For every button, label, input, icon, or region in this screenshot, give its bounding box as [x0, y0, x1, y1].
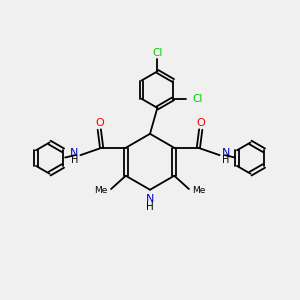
- Text: Me: Me: [193, 186, 206, 195]
- Text: O: O: [196, 118, 205, 128]
- Text: Me: Me: [94, 186, 107, 195]
- Text: N: N: [70, 148, 78, 158]
- Text: O: O: [95, 118, 104, 128]
- Text: N: N: [146, 194, 154, 204]
- Text: Cl: Cl: [192, 94, 202, 104]
- Text: N: N: [222, 148, 230, 158]
- Text: H: H: [222, 155, 229, 166]
- Text: Cl: Cl: [152, 47, 163, 58]
- Text: H: H: [146, 202, 154, 212]
- Text: H: H: [71, 155, 78, 166]
